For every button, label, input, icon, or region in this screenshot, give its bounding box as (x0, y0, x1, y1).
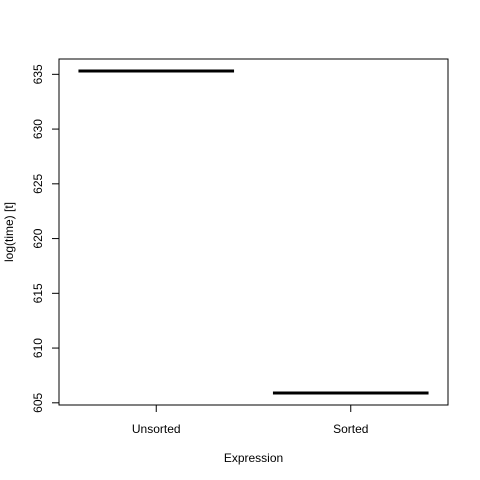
y-axis-title: log(time) [t] (2, 202, 16, 262)
y-tick-label: 615 (31, 283, 45, 303)
y-tick-label: 625 (31, 173, 45, 193)
y-tick-label: 610 (31, 338, 45, 358)
x-tick-label: Sorted (333, 422, 368, 436)
y-tick-label: 630 (31, 119, 45, 139)
plot-frame (58, 58, 449, 406)
x-axis: Unsorted Sorted (132, 404, 368, 436)
y-tick-label: 605 (31, 392, 45, 412)
y-tick-label: 635 (31, 64, 45, 84)
x-axis-title: Expression (224, 451, 283, 465)
median-lines (78, 69, 429, 395)
y-tick-label: 620 (31, 228, 45, 248)
y-axis: 605 610 615 620 625 630 635 (31, 64, 60, 413)
x-tick-label: Unsorted (132, 422, 181, 436)
